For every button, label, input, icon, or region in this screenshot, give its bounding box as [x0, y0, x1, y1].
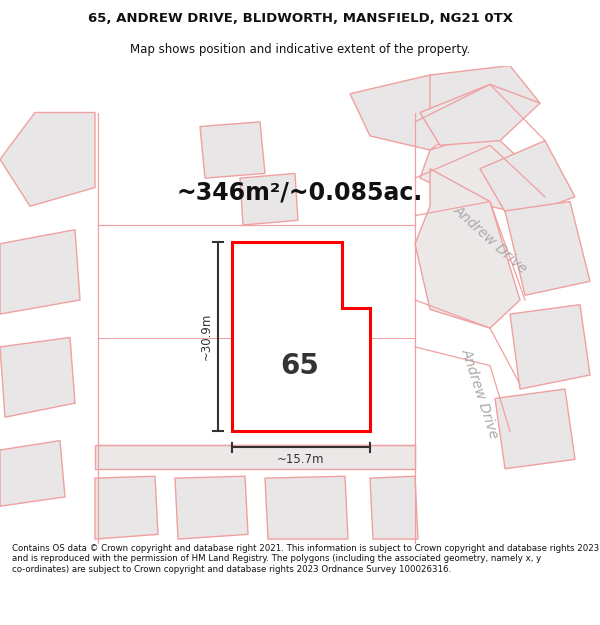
Polygon shape [430, 66, 540, 131]
Polygon shape [0, 229, 80, 314]
Polygon shape [370, 476, 418, 539]
Polygon shape [0, 441, 65, 506]
Polygon shape [350, 75, 470, 150]
Text: ~30.9m: ~30.9m [199, 313, 212, 360]
Text: Contains OS data © Crown copyright and database right 2021. This information is : Contains OS data © Crown copyright and d… [12, 544, 599, 574]
Polygon shape [415, 169, 520, 328]
Polygon shape [175, 476, 248, 539]
Polygon shape [420, 131, 540, 216]
Text: Andrew Drive: Andrew Drive [459, 347, 501, 441]
Polygon shape [95, 476, 158, 539]
Text: Map shows position and indicative extent of the property.: Map shows position and indicative extent… [130, 44, 470, 56]
Polygon shape [510, 304, 590, 389]
Polygon shape [505, 201, 590, 295]
Polygon shape [232, 242, 370, 431]
Text: 65: 65 [281, 352, 319, 379]
Polygon shape [0, 112, 95, 206]
Polygon shape [95, 445, 415, 469]
Text: ~346m²/~0.085ac.: ~346m²/~0.085ac. [177, 180, 423, 204]
Text: Andrew Drive: Andrew Drive [451, 202, 530, 276]
Polygon shape [240, 173, 298, 225]
Polygon shape [480, 141, 575, 220]
Polygon shape [495, 389, 575, 469]
Text: ~15.7m: ~15.7m [277, 453, 325, 466]
Polygon shape [420, 84, 540, 145]
Polygon shape [200, 122, 265, 178]
Polygon shape [265, 476, 348, 539]
Polygon shape [0, 338, 75, 418]
Text: 65, ANDREW DRIVE, BLIDWORTH, MANSFIELD, NG21 0TX: 65, ANDREW DRIVE, BLIDWORTH, MANSFIELD, … [88, 12, 512, 25]
